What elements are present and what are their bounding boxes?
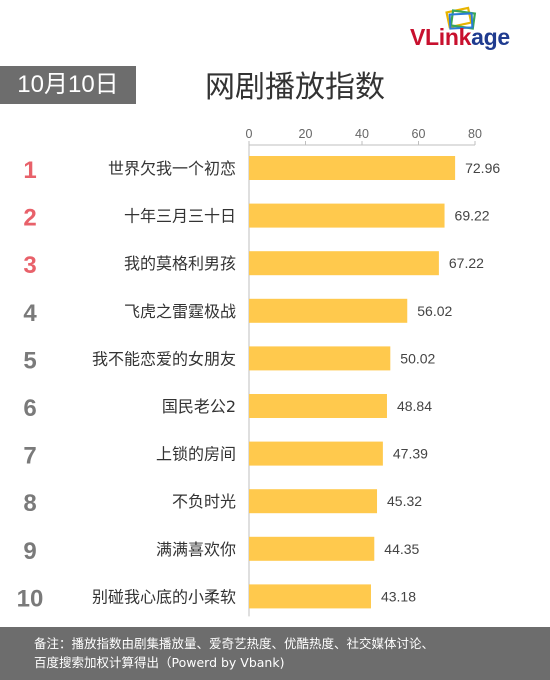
rank-number: 6 <box>23 395 36 422</box>
data-label: 72.96 <box>465 160 500 176</box>
data-label: 50.02 <box>400 350 435 366</box>
rank-number: 7 <box>23 443 36 470</box>
category-label: 上锁的房间 <box>156 445 236 464</box>
footer-line-2: 百度搜索加权计算得出（Powerd by Vbank) <box>34 655 285 670</box>
category-label: 别碰我心底的小柔软 <box>92 587 236 606</box>
data-label: 45.32 <box>387 493 422 509</box>
bar <box>249 584 371 609</box>
bar <box>249 441 383 466</box>
logo-frames-icon <box>445 6 477 30</box>
bar <box>249 489 378 514</box>
bar <box>249 203 445 228</box>
date-badge: 10月10日 <box>0 66 136 104</box>
rank-number: 5 <box>23 347 36 374</box>
category-label: 满满喜欢你 <box>156 540 236 559</box>
x-tick-label: 60 <box>412 127 426 141</box>
bar <box>249 251 439 276</box>
logo-wordmark: VLinkage <box>410 24 510 50</box>
rank-number: 10 <box>17 585 44 612</box>
bar-chart: 0 20 40 60 80 1 世界欠我一个初恋 72.96 2 十年三月三十日 69.22 3 我的莫… <box>17 127 500 617</box>
data-label: 67.22 <box>449 255 484 271</box>
footer-line-1: 备注：播放指数由剧集播放量、爱奇艺热度、优酷热度、社交媒体讨论、 <box>34 636 435 651</box>
category-label: 我的莫格利男孩 <box>124 254 236 273</box>
bar <box>249 536 375 561</box>
data-label: 69.22 <box>455 208 490 224</box>
rank-number: 2 <box>23 205 36 232</box>
category-label: 世界欠我一个初恋 <box>108 159 236 178</box>
vlinkage-logo: VLinkage <box>404 6 540 54</box>
category-label: 不负时光 <box>172 492 236 511</box>
rank-number: 4 <box>23 300 37 327</box>
rank-number: 8 <box>23 490 36 517</box>
x-tick-label: 80 <box>468 127 482 141</box>
x-tick-label: 20 <box>299 127 313 141</box>
bar <box>249 394 387 418</box>
rank-number: 1 <box>23 157 36 184</box>
data-label: 47.39 <box>393 446 428 462</box>
data-label: 56.02 <box>417 303 452 319</box>
category-label: 我不能恋爱的女朋友 <box>92 349 236 368</box>
x-tick-label: 0 <box>246 127 253 141</box>
x-tick-label: 40 <box>355 127 369 141</box>
bar <box>249 298 408 323</box>
footer-note: 备注：播放指数由剧集播放量、爱奇艺热度、优酷热度、社交媒体讨论、 百度搜索加权计… <box>0 627 550 680</box>
category-label: 飞虎之雷霆极战 <box>124 302 236 321</box>
category-label: 国民老公2 <box>162 397 236 416</box>
data-label: 44.35 <box>384 541 419 557</box>
bar <box>249 346 391 371</box>
rank-number: 3 <box>23 252 36 279</box>
chart-title: 网剧播放指数 <box>205 70 385 105</box>
rank-number: 9 <box>23 538 36 565</box>
data-label: 48.84 <box>397 398 432 414</box>
category-label: 十年三月三十日 <box>124 207 236 226</box>
data-label: 43.18 <box>381 588 416 604</box>
bar <box>249 156 456 180</box>
